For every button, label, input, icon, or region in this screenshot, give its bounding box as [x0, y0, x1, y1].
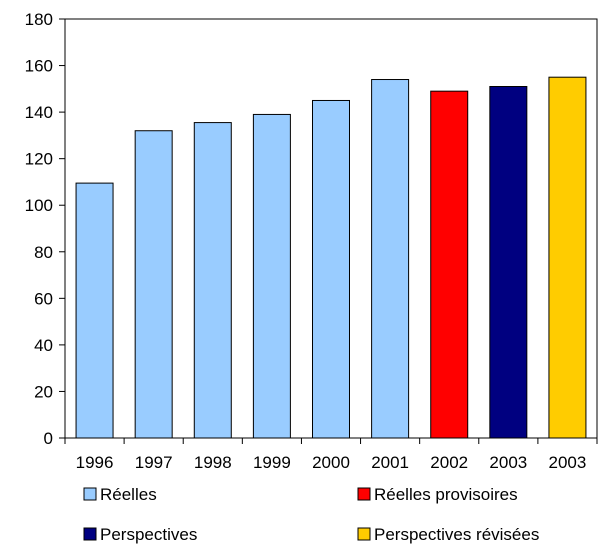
- x-tick-label: 2003: [549, 453, 587, 472]
- bar-1999: [252, 113, 291, 439]
- x-tick-label: 2003: [489, 453, 527, 472]
- y-tick-label: 20: [34, 382, 53, 401]
- bar-2002: [430, 90, 469, 439]
- x-tick-label: 1999: [253, 453, 291, 472]
- legend-swatch: [357, 487, 371, 501]
- legend-swatch: [357, 527, 371, 541]
- x-tick-label: 1997: [135, 453, 173, 472]
- x-tick-label: 1996: [76, 453, 114, 472]
- bar-2003: [548, 76, 587, 439]
- y-tick-label: 160: [25, 57, 53, 76]
- y-axis: 0 20 40 60 80 100 120 140 160 180: [25, 10, 65, 448]
- x-tick-label: 2001: [371, 453, 409, 472]
- y-tick-label: 80: [34, 243, 53, 262]
- y-tick-label: 0: [44, 429, 53, 448]
- bar-1996: [75, 182, 114, 439]
- y-tick-label: 40: [34, 336, 53, 355]
- y-tick-label: 120: [25, 150, 53, 169]
- legend-label: Perspectives révisées: [374, 525, 539, 544]
- legend-label: Réelles: [100, 485, 157, 504]
- legend: Réelles Réelles provisoires Perspectives Pe…: [83, 485, 539, 544]
- y-tick-label: 100: [25, 196, 53, 215]
- x-tick-label: 1998: [194, 453, 232, 472]
- bar-1998: [193, 122, 232, 439]
- legend-swatch: [83, 487, 97, 501]
- legend-label: Perspectives: [100, 525, 197, 544]
- bars: [75, 76, 587, 439]
- x-axis: 1996 1997 1998 1999 2000 2001 2002 2003 2003: [64, 438, 598, 472]
- bar-2003: [489, 86, 528, 439]
- y-tick-label: 140: [25, 103, 53, 122]
- bar-2000: [312, 99, 350, 439]
- y-tick-label: 180: [25, 10, 53, 29]
- bar-2001: [371, 79, 410, 439]
- bar-1997: [134, 130, 173, 439]
- y-tick-label: 60: [34, 289, 53, 308]
- legend-swatch: [83, 527, 97, 541]
- x-tick-label: 2002: [430, 453, 468, 472]
- legend-label: Réelles provisoires: [374, 485, 518, 504]
- x-tick-label: 2000: [312, 453, 350, 472]
